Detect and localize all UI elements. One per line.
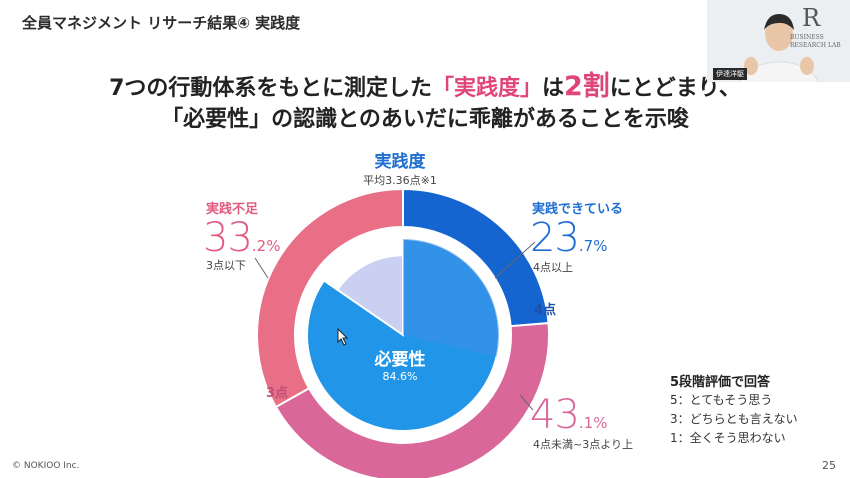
headline-line-2: 「必要性」の認識とのあいだに乖離があることを示唆 (161, 107, 689, 132)
legend-line-1: 1：全くそう思わない (670, 431, 786, 445)
value-practicing-dec: .7% (578, 237, 608, 255)
inner-pie-label: 必要性 (374, 350, 426, 370)
copyright: © NOKIOO Inc. (12, 461, 80, 471)
slide-title: 全員マネジメント リサーチ結果④ 実践度 (22, 14, 301, 32)
boundary-label-4: 4点 (534, 303, 557, 318)
logo-text: BUSINESS RESEARCH LAB (790, 34, 841, 50)
headline-pre: 7つの行動体系をもとに測定した (109, 76, 432, 101)
leader-line-middle (519, 394, 534, 411)
headline-big: 2割 (563, 71, 610, 102)
note-middle: 4点未満~3点より上 (533, 438, 633, 451)
inner-pie-value: 84.6% (382, 370, 418, 383)
value-insufficient-int: 33 (203, 215, 253, 261)
presenter-avatar (707, 0, 850, 82)
inner-pie (306, 237, 500, 432)
leader-lines (254, 241, 536, 411)
logo-text-2: RESEARCH LAB (790, 42, 841, 49)
value-insufficient: 33.2% (203, 218, 280, 258)
value-middle: 43.1% (530, 395, 607, 435)
label-practicing: 実践できている (532, 202, 624, 217)
chart-title: 実践度 (374, 152, 426, 172)
value-middle-dec: .1% (578, 414, 608, 432)
logo-mark: R (802, 4, 821, 32)
inner-slice-remainder (338, 256, 403, 335)
leader-line-insufficient (254, 257, 269, 279)
outer-slice-middle (274, 322, 550, 478)
headline-line-1: 7つの行動体系をもとに測定した「実践度」は2割にとどまり、 (0, 64, 850, 103)
leader-line-practicing (494, 241, 536, 279)
label-insufficient: 実践不足 (206, 202, 259, 217)
outer-slice-insufficient (256, 187, 404, 409)
chart-subtitle: 平均3.36点※1 (363, 174, 437, 187)
outer-ring (256, 187, 550, 478)
presenter-name: 伊達洋駆 (713, 68, 747, 80)
inner-slice-overlap (403, 239, 499, 358)
page-number: 25 (822, 459, 836, 472)
value-insufficient-dec: .2% (251, 237, 281, 255)
note-practicing: 4点以上 (533, 261, 573, 274)
logo-text-1: BUSINESS (790, 34, 824, 41)
legend-line-5: 5：とてもそう思う (670, 393, 773, 407)
value-middle-int: 43 (530, 392, 580, 438)
note-insufficient: 3点以下 (206, 259, 246, 272)
headline-mid: は (541, 76, 564, 101)
headline-highlight: 「実践度」 (431, 76, 542, 101)
value-practicing: 23.7% (530, 218, 607, 258)
boundary-label-3: 3点 (266, 386, 289, 401)
legend-line-3: 3：どちらとも言えない (670, 412, 798, 426)
mouse-cursor-icon (337, 327, 349, 346)
value-practicing-int: 23 (530, 215, 580, 261)
webcam-overlay: R BUSINESS RESEARCH LAB 伊達洋駆 (707, 0, 850, 82)
legend-title: 5段階評価で回答 (670, 375, 771, 390)
